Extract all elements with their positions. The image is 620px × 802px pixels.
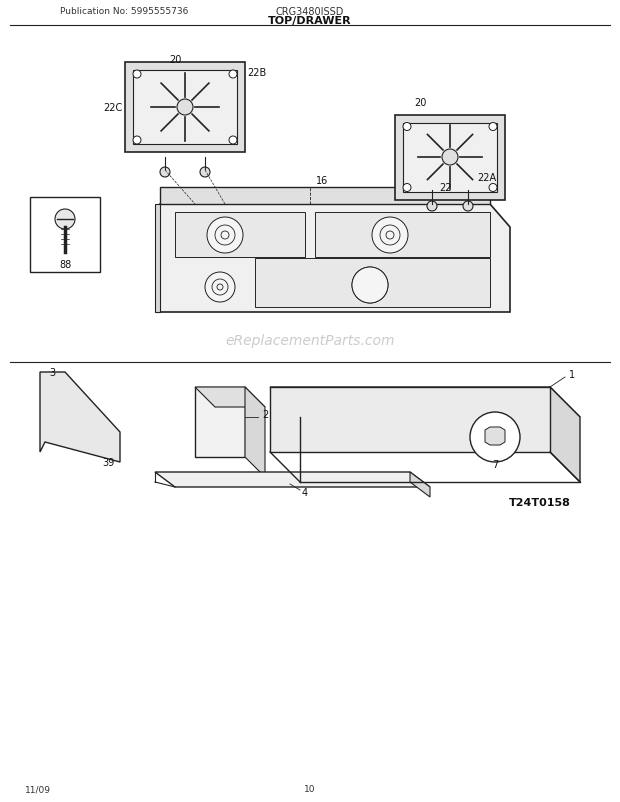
Polygon shape bbox=[315, 213, 490, 257]
Polygon shape bbox=[395, 399, 427, 426]
Text: 11/09: 11/09 bbox=[25, 784, 51, 793]
Circle shape bbox=[229, 71, 237, 79]
Polygon shape bbox=[290, 399, 322, 426]
Polygon shape bbox=[410, 472, 430, 497]
Text: 88: 88 bbox=[59, 260, 71, 269]
Polygon shape bbox=[360, 399, 392, 426]
Polygon shape bbox=[465, 399, 497, 426]
Polygon shape bbox=[175, 213, 305, 257]
Polygon shape bbox=[550, 387, 580, 482]
Polygon shape bbox=[195, 387, 245, 457]
Circle shape bbox=[133, 71, 141, 79]
Circle shape bbox=[442, 150, 458, 166]
Polygon shape bbox=[270, 387, 550, 452]
Polygon shape bbox=[278, 395, 570, 423]
Text: 20: 20 bbox=[169, 55, 181, 65]
Polygon shape bbox=[133, 71, 237, 145]
Polygon shape bbox=[270, 387, 580, 418]
Circle shape bbox=[470, 412, 520, 463]
Polygon shape bbox=[155, 472, 430, 488]
Circle shape bbox=[177, 100, 193, 115]
Polygon shape bbox=[155, 205, 160, 313]
Circle shape bbox=[403, 184, 411, 192]
Polygon shape bbox=[325, 399, 357, 426]
Circle shape bbox=[427, 202, 437, 212]
Text: 20: 20 bbox=[414, 98, 426, 107]
Polygon shape bbox=[160, 188, 490, 205]
Circle shape bbox=[229, 137, 237, 145]
Text: 3: 3 bbox=[49, 367, 55, 378]
Circle shape bbox=[200, 168, 210, 178]
Text: 1: 1 bbox=[569, 370, 575, 379]
Circle shape bbox=[489, 124, 497, 132]
Text: 22A: 22A bbox=[477, 172, 497, 183]
Polygon shape bbox=[430, 399, 462, 426]
Text: eReplacementParts.com: eReplacementParts.com bbox=[225, 334, 395, 347]
FancyBboxPatch shape bbox=[30, 198, 100, 273]
Circle shape bbox=[55, 210, 75, 229]
Polygon shape bbox=[195, 387, 265, 407]
Polygon shape bbox=[485, 427, 505, 445]
Text: 22B: 22B bbox=[247, 68, 267, 78]
Polygon shape bbox=[40, 373, 120, 463]
Text: 2: 2 bbox=[262, 410, 268, 419]
Text: 39: 39 bbox=[102, 457, 114, 468]
Circle shape bbox=[207, 217, 243, 253]
Polygon shape bbox=[403, 124, 497, 192]
Text: 10: 10 bbox=[304, 784, 316, 793]
Circle shape bbox=[372, 217, 408, 253]
Circle shape bbox=[463, 202, 473, 212]
Text: TOP/DRAWER: TOP/DRAWER bbox=[268, 16, 352, 26]
Circle shape bbox=[133, 137, 141, 145]
Polygon shape bbox=[395, 115, 505, 200]
Text: 16: 16 bbox=[316, 176, 328, 186]
Polygon shape bbox=[245, 387, 265, 477]
Polygon shape bbox=[125, 63, 245, 153]
Circle shape bbox=[403, 124, 411, 132]
Polygon shape bbox=[255, 259, 490, 308]
Circle shape bbox=[160, 168, 170, 178]
Circle shape bbox=[489, 184, 497, 192]
Text: T24T0158: T24T0158 bbox=[509, 497, 571, 508]
Text: CRG3480ISSD: CRG3480ISSD bbox=[276, 7, 344, 17]
Text: Publication No: 5995555736: Publication No: 5995555736 bbox=[60, 7, 188, 17]
Polygon shape bbox=[160, 205, 510, 313]
Text: 7: 7 bbox=[492, 460, 498, 469]
Text: 22C: 22C bbox=[104, 103, 123, 113]
Circle shape bbox=[205, 273, 235, 302]
Circle shape bbox=[352, 268, 388, 304]
Text: 22: 22 bbox=[439, 183, 451, 192]
Text: 4: 4 bbox=[302, 488, 308, 497]
